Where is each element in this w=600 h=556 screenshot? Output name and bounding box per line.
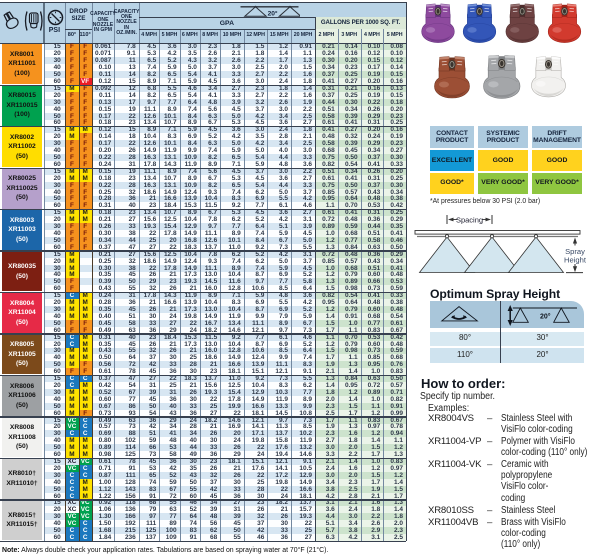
svg-text:20°: 20°: [268, 9, 278, 17]
svg-text:Height: Height: [564, 256, 587, 265]
svg-text:Spacing: Spacing: [456, 216, 483, 225]
svg-text:Spray: Spray: [565, 247, 585, 256]
svg-text:20°: 20°: [540, 313, 551, 321]
